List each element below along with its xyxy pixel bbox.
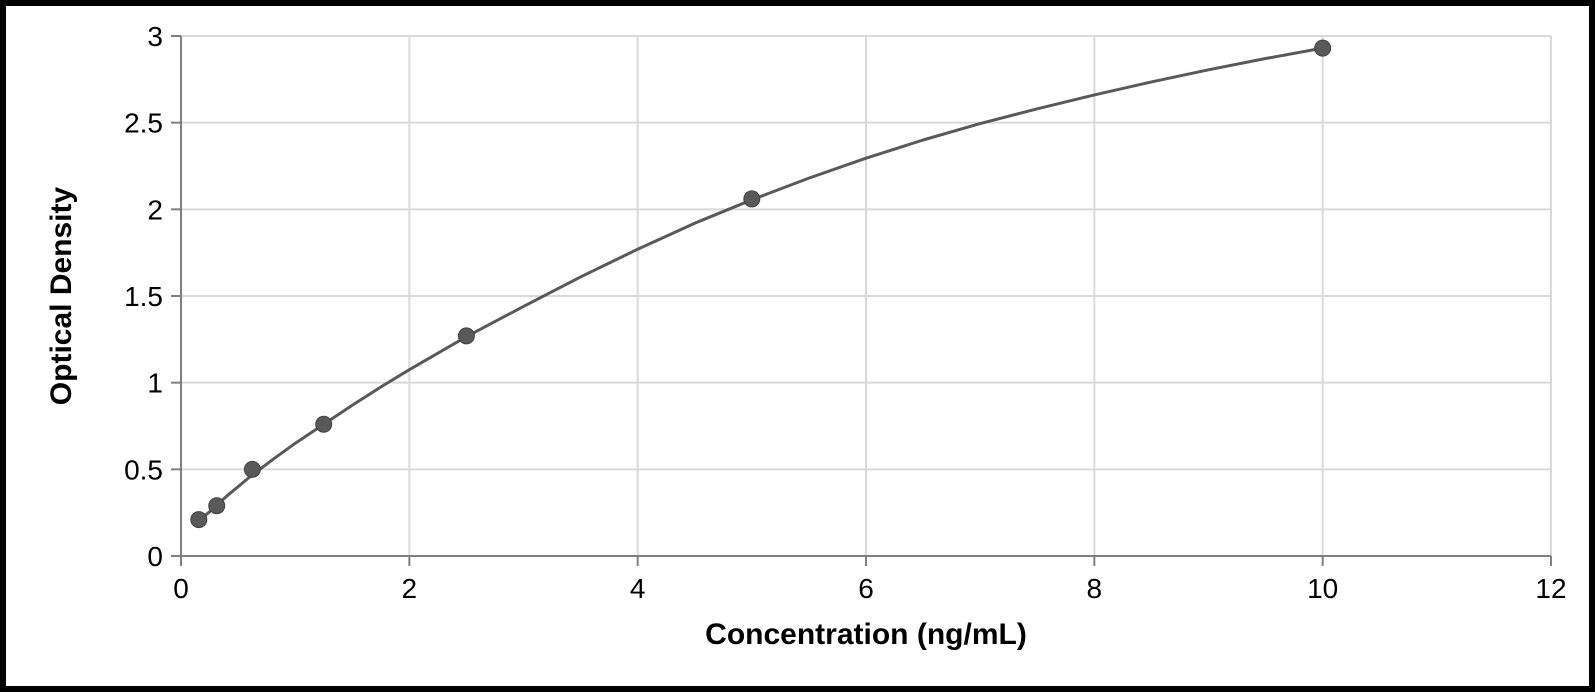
chart-outer-frame: 0 2 4 6 8 10 12 0 0.5 1 1.5 2 2.5 3 Concentration (ng/…	[0, 0, 1595, 692]
chart-container: 0 2 4 6 8 10 12 0 0.5 1 1.5 2 2.5 3 Concentration (ng/…	[16, 16, 1579, 676]
x-axis-label: Concentration (ng/mL)	[705, 618, 1027, 651]
x-tick-label: 6	[858, 573, 874, 604]
data-point-marker	[209, 498, 225, 514]
x-tick-label: 2	[402, 573, 418, 604]
x-tick-label: 4	[630, 573, 646, 604]
data-point-marker	[458, 328, 474, 344]
y-tick-label: 2.5	[124, 108, 163, 139]
y-tick-label: 0.5	[124, 454, 163, 485]
data-point-marker	[744, 191, 760, 207]
chart-svg: 0 2 4 6 8 10 12 0 0.5 1 1.5 2 2.5 3 Concentration (ng/…	[16, 16, 1591, 688]
y-axis-label: Optical Density	[45, 186, 78, 405]
y-tick-label: 2	[147, 194, 163, 225]
x-tick-label: 10	[1307, 573, 1338, 604]
data-point-marker	[316, 416, 332, 432]
data-point-marker	[1315, 40, 1331, 56]
y-tick-label: 0	[147, 541, 163, 572]
y-tick-label: 1.5	[124, 281, 163, 312]
x-tick-label: 12	[1535, 573, 1566, 604]
y-tick-label: 3	[147, 21, 163, 52]
data-point-marker	[244, 461, 260, 477]
y-tick-label: 1	[147, 368, 163, 399]
data-point-marker	[191, 512, 207, 528]
x-tick-label: 8	[1087, 573, 1103, 604]
x-tick-label: 0	[173, 573, 189, 604]
